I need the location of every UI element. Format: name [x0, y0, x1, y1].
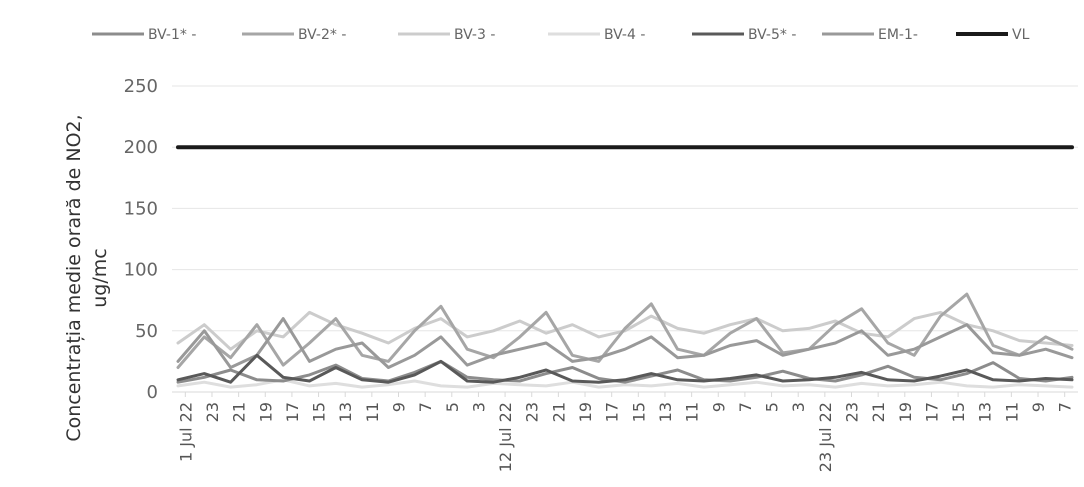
x-tick-label: 5	[443, 402, 462, 412]
legend-label: BV-2* -	[298, 27, 346, 43]
legend: BV-1* - BV-2* - BV-3 - BV-4 - BV-5* - EM-1- VL	[92, 27, 1030, 43]
y-axis-title: Concentrația medie orară de NO2,	[63, 114, 85, 441]
y-tick-label: 50	[135, 321, 158, 342]
x-tick-label: 17	[283, 402, 302, 422]
x-tick-label: 3	[789, 402, 808, 412]
series-line-bv-5	[176, 353, 1074, 384]
x-tick-label: 11	[1002, 402, 1021, 422]
x-tick-label: 21	[549, 402, 568, 422]
x-tick-label: 12 Jul 22	[496, 402, 515, 472]
y-tick-label: 250	[124, 76, 158, 97]
series-line-bv-4	[176, 378, 1074, 389]
y-tick-label: 100	[124, 260, 158, 281]
y-tick-label: 0	[147, 382, 158, 403]
x-tick-label: 13	[976, 402, 995, 422]
x-tick-label: 13	[336, 402, 355, 422]
x-tick-label: 11	[683, 402, 702, 422]
legend-label: BV-5* -	[748, 27, 796, 43]
y-axis-title-unit: ug/mc	[89, 248, 111, 307]
y-tick-label: 150	[124, 198, 158, 219]
series-layer	[176, 145, 1074, 389]
x-tick-label: 9	[709, 402, 728, 412]
x-tick-label: 15	[949, 402, 968, 422]
legend-label: BV-1* -	[148, 27, 196, 43]
legend-label: VL	[1012, 27, 1030, 43]
x-tick-label: 23	[843, 402, 862, 422]
x-tick-label: 17	[603, 402, 622, 422]
x-tick-label: 1 Jul 22	[176, 402, 195, 462]
x-tick-label: 5	[763, 402, 782, 412]
x-tick-label: 21	[230, 402, 249, 422]
legend-label: BV-3 -	[454, 27, 495, 43]
x-tick-label: 7	[736, 402, 755, 412]
x-tick-label: 23	[523, 402, 542, 422]
x-tick-label: 3	[469, 402, 488, 412]
x-tick-label: 21	[869, 402, 888, 422]
legend-label: BV-4 -	[604, 27, 645, 43]
legend-label: EM-1-	[878, 27, 918, 43]
x-tick-label: 19	[576, 402, 595, 422]
y-tick-label: 200	[124, 137, 158, 158]
x-axis: 1 Jul 22 23 21 19 17 15 13 11 9 7 5 3 12 Jul 22 23 21 1…	[172, 391, 1078, 472]
x-tick-label: 15	[629, 402, 648, 422]
x-tick-label: 23 Jul 22	[816, 402, 835, 472]
x-tick-label: 13	[656, 402, 675, 422]
x-tick-label: 15	[310, 402, 329, 422]
x-tick-label: 7	[416, 402, 435, 412]
x-tick-label: 11	[363, 402, 382, 422]
series-line-em-1	[176, 317, 1074, 369]
x-tick-label: 23	[203, 402, 222, 422]
y-axis-ticks: 0 50 100 150 200 250	[124, 76, 158, 403]
x-tick-label: 7	[1056, 402, 1075, 412]
x-tick-label: 17	[922, 402, 941, 422]
x-tick-label: 19	[256, 402, 275, 422]
series-line-bv-2	[176, 292, 1074, 369]
x-tick-label: 19	[896, 402, 915, 422]
x-tick-label: 9	[1029, 402, 1048, 412]
x-tick-label: 9	[390, 402, 409, 412]
